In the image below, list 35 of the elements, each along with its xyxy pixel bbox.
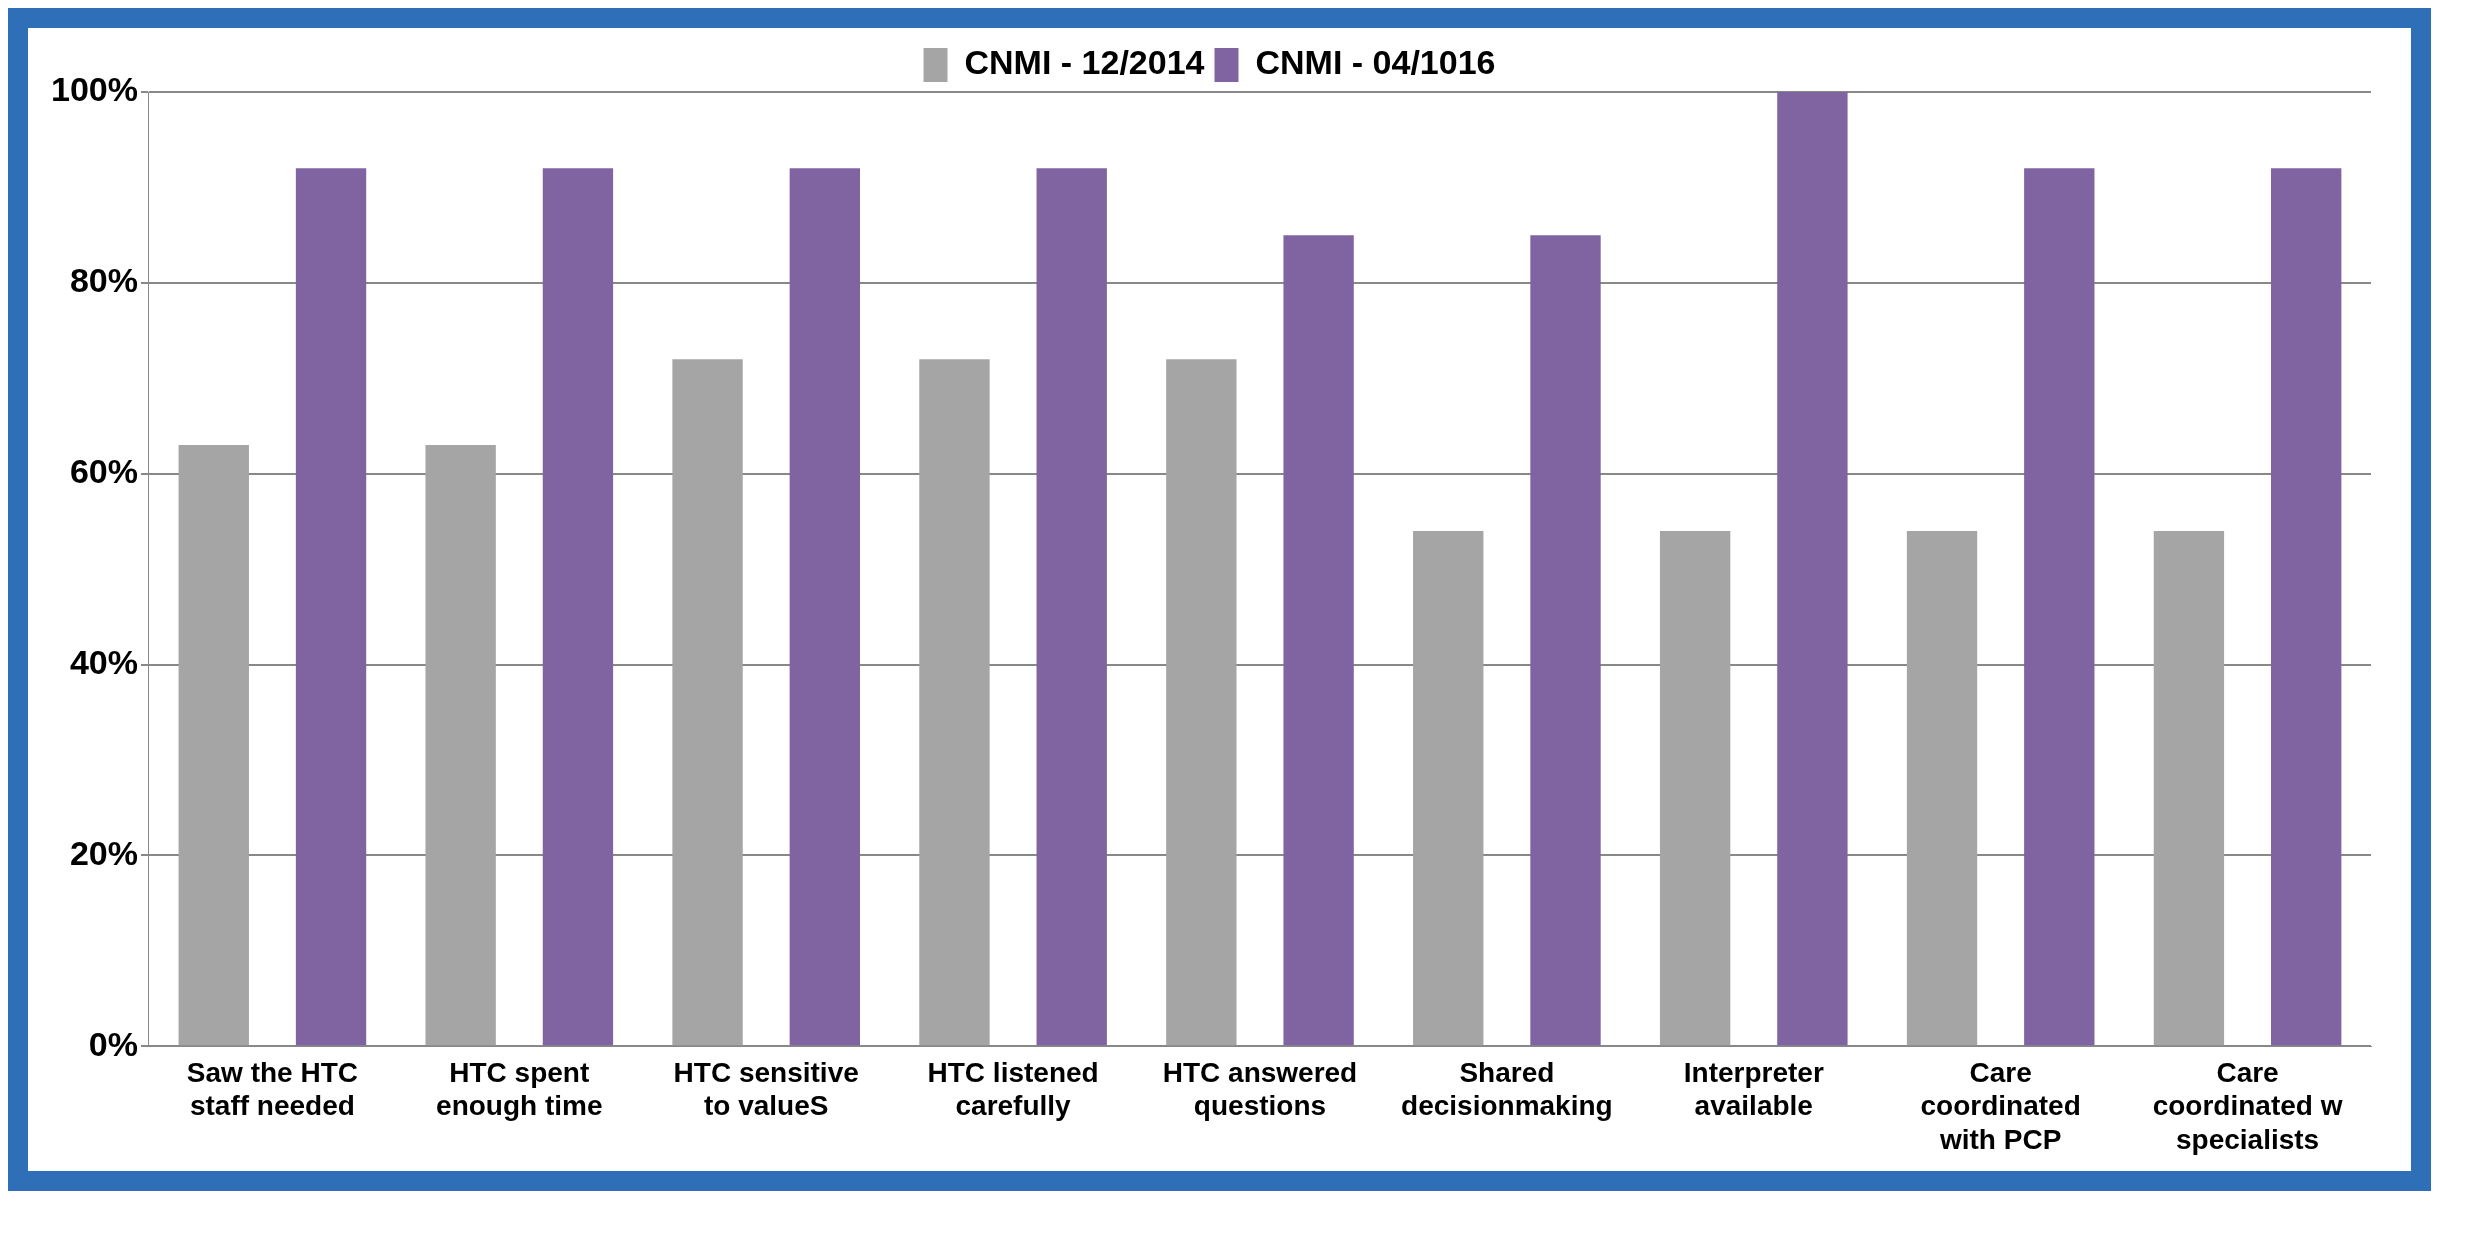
- bar: [1166, 359, 1237, 1046]
- y-tick-label: 20%: [69, 833, 138, 872]
- x-tick-label: Saw the HTC staff needed: [186, 1056, 358, 1122]
- bar: [178, 445, 249, 1046]
- x-tick-label: HTC listened carefully: [927, 1056, 1099, 1122]
- x-tick-label: HTC spent enough time: [436, 1056, 603, 1122]
- y-tick-label: 40%: [69, 642, 138, 681]
- y-tick-label: 60%: [69, 452, 138, 491]
- bar: [789, 168, 861, 1046]
- bar: [2271, 168, 2342, 1046]
- bar: [1906, 530, 1978, 1046]
- bar: [2153, 530, 2225, 1046]
- legend-label: CNMI - 12/2014: [964, 43, 1205, 82]
- bar: [1413, 530, 1484, 1046]
- y-tick-label: 0%: [88, 1024, 138, 1063]
- y-tick-label: 100%: [50, 70, 138, 109]
- x-tick-label: HTC sensitive to valueS: [673, 1056, 859, 1122]
- bar: [919, 359, 990, 1046]
- bar: [1777, 92, 1848, 1046]
- y-tick-label: 80%: [69, 261, 138, 300]
- bar: [425, 445, 496, 1046]
- bar: [295, 168, 367, 1046]
- x-tick-label: Care coordinated w specialists: [2152, 1056, 2343, 1155]
- bar: [1530, 235, 1601, 1046]
- x-tick-label: Shared decisionmaking: [1401, 1056, 1613, 1122]
- bar: [1283, 235, 1354, 1046]
- bar: [672, 359, 743, 1046]
- x-tick-label: HTC answered questions: [1162, 1056, 1358, 1122]
- x-tick-label: Care coordinated with PCP: [1920, 1056, 2081, 1155]
- bar: [1036, 168, 1107, 1046]
- bar: [2024, 168, 2095, 1046]
- bar: [542, 168, 614, 1046]
- legend-label: CNMI - 04/1016: [1255, 43, 1496, 82]
- bar: [1659, 530, 1731, 1046]
- x-tick-label: Interpreter available: [1683, 1056, 1824, 1122]
